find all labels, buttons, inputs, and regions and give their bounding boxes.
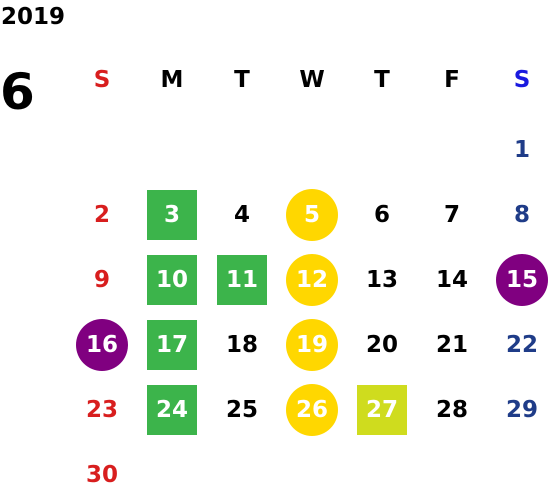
day-cell-16[interactable]: 16	[76, 319, 128, 371]
day-cell-21[interactable]: 21	[435, 332, 468, 358]
day-cell-30[interactable]: 30	[85, 462, 118, 488]
day-cell-24[interactable]: 24	[147, 385, 197, 435]
day-cell-20[interactable]: 20	[365, 332, 398, 358]
day-cell-28[interactable]: 28	[435, 397, 468, 423]
day-cell-5[interactable]: 5	[286, 189, 338, 241]
year-label: 2019	[1, 4, 66, 30]
day-cell-3[interactable]: 3	[147, 190, 197, 240]
day-cell-11[interactable]: 11	[217, 255, 267, 305]
weekday-sun: S	[93, 67, 111, 93]
day-cell-13[interactable]: 13	[365, 267, 398, 293]
day-cell-27[interactable]: 27	[357, 385, 407, 435]
day-cell-17[interactable]: 17	[147, 320, 197, 370]
day-cell-14[interactable]: 14	[435, 267, 468, 293]
day-cell-10[interactable]: 10	[147, 255, 197, 305]
weekday-sat: S	[513, 67, 531, 93]
day-cell-23[interactable]: 23	[85, 397, 118, 423]
day-cell-29[interactable]: 29	[505, 397, 538, 423]
month-label: 6	[0, 63, 35, 121]
day-cell-22[interactable]: 22	[505, 332, 538, 358]
weekday-fri: F	[444, 67, 460, 93]
day-cell-25[interactable]: 25	[225, 397, 258, 423]
day-cell-2[interactable]: 2	[93, 202, 110, 228]
day-cell-1[interactable]: 1	[513, 137, 530, 163]
weekday-tue: T	[234, 67, 250, 93]
weekday-mon: M	[160, 67, 184, 93]
day-cell-8[interactable]: 8	[513, 202, 530, 228]
day-cell-18[interactable]: 18	[225, 332, 258, 358]
day-cell-9[interactable]: 9	[93, 267, 110, 293]
day-cell-15[interactable]: 15	[496, 254, 548, 306]
weekday-thu: T	[374, 67, 390, 93]
day-cell-4[interactable]: 4	[233, 202, 250, 228]
day-cell-6[interactable]: 6	[373, 202, 390, 228]
day-cell-7[interactable]: 7	[443, 202, 460, 228]
weekday-wed: W	[299, 67, 325, 93]
day-cell-12[interactable]: 12	[286, 254, 338, 306]
day-cell-19[interactable]: 19	[286, 319, 338, 371]
day-cell-26[interactable]: 26	[286, 384, 338, 436]
